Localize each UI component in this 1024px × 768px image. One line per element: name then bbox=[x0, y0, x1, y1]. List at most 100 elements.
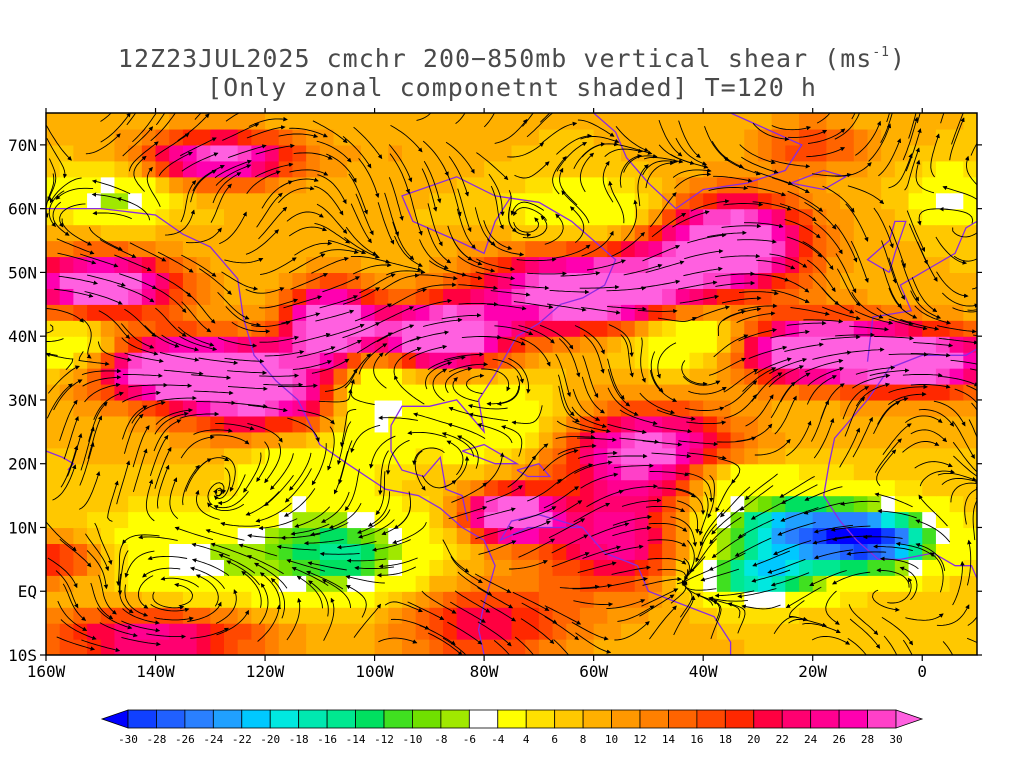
field-cell bbox=[292, 623, 307, 640]
field-cell bbox=[456, 575, 472, 592]
field-cell bbox=[333, 113, 348, 130]
field-cell bbox=[525, 160, 540, 178]
field-cell bbox=[210, 527, 225, 545]
field-cell bbox=[785, 272, 800, 289]
field-cell bbox=[374, 447, 389, 465]
field-cell bbox=[128, 288, 143, 305]
field-cell bbox=[634, 320, 650, 337]
field-cell bbox=[278, 304, 294, 321]
field-cell bbox=[853, 575, 869, 592]
field-cell bbox=[703, 176, 718, 194]
field-cell bbox=[511, 128, 526, 146]
field-cell bbox=[771, 463, 786, 481]
field-cell bbox=[771, 113, 786, 130]
field-cell bbox=[935, 559, 951, 576]
field-cell bbox=[853, 128, 869, 146]
field-cell bbox=[675, 447, 691, 465]
field-cell bbox=[716, 192, 732, 210]
field-cell bbox=[169, 128, 184, 146]
field-cell bbox=[744, 511, 759, 529]
field-cell bbox=[429, 447, 444, 465]
field-cell bbox=[908, 607, 923, 624]
field-cell bbox=[511, 352, 526, 369]
field-cell bbox=[46, 463, 61, 481]
field-cell bbox=[114, 431, 129, 449]
field-cell bbox=[374, 527, 389, 545]
field-cell bbox=[388, 176, 403, 194]
field-cell bbox=[716, 368, 732, 385]
field-cell bbox=[607, 224, 622, 242]
field-cell bbox=[223, 607, 239, 624]
field-cell bbox=[840, 192, 855, 210]
field-cell bbox=[593, 591, 608, 608]
field-cell bbox=[908, 176, 923, 194]
colorbar-label: -16 bbox=[317, 733, 337, 746]
colorbar-box bbox=[724, 709, 755, 729]
field-cell bbox=[538, 368, 554, 385]
colorbar-high-extension bbox=[895, 709, 924, 729]
field-cell bbox=[757, 463, 773, 481]
field-cell bbox=[525, 607, 540, 624]
field-cell bbox=[935, 447, 951, 465]
field-cell bbox=[566, 543, 581, 560]
field-cell bbox=[319, 623, 335, 640]
field-cell bbox=[87, 384, 102, 401]
field-cell bbox=[415, 415, 430, 433]
field-cell bbox=[114, 144, 129, 162]
field-cell bbox=[894, 336, 910, 353]
field-cell bbox=[881, 527, 896, 545]
field-cell bbox=[169, 463, 184, 481]
colorbar-box bbox=[838, 709, 868, 729]
field-cell bbox=[497, 288, 513, 305]
colorbar-box bbox=[440, 709, 470, 729]
field-cell bbox=[552, 415, 567, 433]
field-cell bbox=[703, 256, 718, 274]
field-cell bbox=[935, 256, 951, 274]
field-cell bbox=[497, 304, 513, 321]
field-cell bbox=[689, 176, 704, 194]
field-cell bbox=[497, 336, 513, 353]
field-cell bbox=[908, 272, 923, 289]
field-cell bbox=[265, 224, 280, 242]
field-cell bbox=[853, 304, 869, 321]
colorbar-label: -18 bbox=[289, 733, 309, 746]
field-cell bbox=[333, 304, 348, 321]
lat-tick-label: 70N bbox=[8, 136, 37, 155]
field-cell bbox=[963, 144, 977, 162]
field-cell bbox=[634, 527, 650, 545]
field-cell bbox=[443, 144, 458, 162]
field-cell bbox=[265, 527, 280, 545]
field-cell bbox=[292, 176, 307, 194]
colorbar-box bbox=[582, 709, 612, 729]
colorbar-label: -6 bbox=[463, 733, 476, 746]
field-cell bbox=[128, 399, 143, 417]
field-cell bbox=[73, 128, 88, 146]
field-cell bbox=[963, 384, 977, 401]
field-cell bbox=[785, 192, 800, 210]
field-cell bbox=[566, 431, 581, 449]
field-cell bbox=[812, 192, 827, 210]
field-cell bbox=[251, 431, 266, 449]
field-cell bbox=[607, 144, 622, 162]
field-cell bbox=[744, 288, 759, 305]
field-cell bbox=[182, 256, 198, 274]
field-cell bbox=[826, 352, 841, 369]
field-cell bbox=[265, 113, 280, 130]
field-cell bbox=[360, 639, 376, 655]
field-cell bbox=[744, 272, 759, 289]
field-cell bbox=[415, 431, 430, 449]
field-cell bbox=[593, 495, 608, 513]
field-cell bbox=[662, 575, 677, 592]
field-cell bbox=[935, 415, 951, 433]
field-cell bbox=[908, 559, 923, 576]
field-cell bbox=[251, 288, 266, 305]
field-cell bbox=[744, 399, 759, 417]
field-cell bbox=[223, 352, 239, 369]
field-cell bbox=[826, 479, 841, 497]
field-cell bbox=[497, 256, 513, 274]
field-cell bbox=[169, 607, 184, 624]
field-cell bbox=[306, 288, 321, 305]
field-cell bbox=[963, 320, 977, 337]
field-cell bbox=[196, 559, 211, 576]
field-cell bbox=[141, 639, 157, 655]
